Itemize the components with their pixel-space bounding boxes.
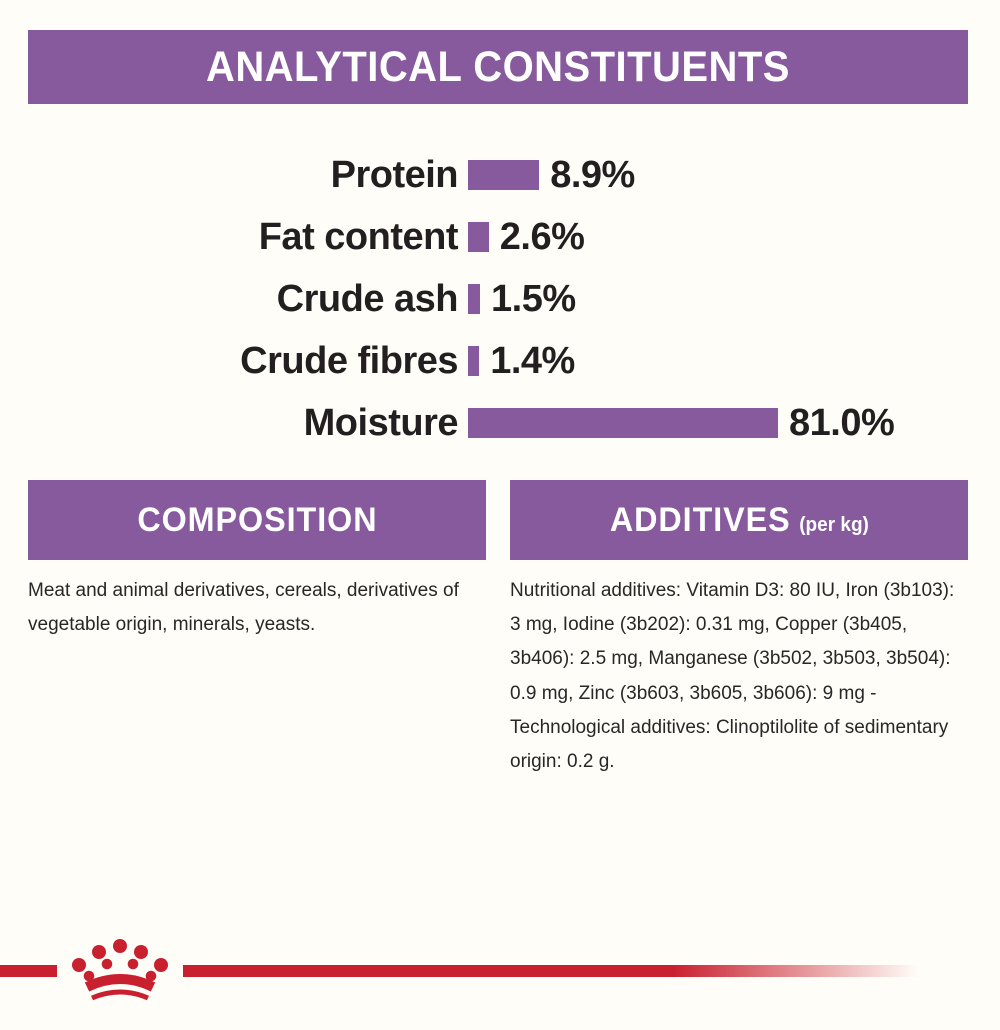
chart-bar xyxy=(468,222,489,252)
additives-title: ADDITIVES xyxy=(609,500,791,539)
composition-body: Meat and animal derivatives, cereals, de… xyxy=(28,580,459,636)
chart-bar xyxy=(468,160,540,190)
chart-bar xyxy=(468,346,480,376)
footer-rule-left xyxy=(0,965,57,977)
additives-header: ADDITIVES (per kg) xyxy=(510,480,968,560)
chart-value-label: 1.5% xyxy=(491,277,576,320)
chart-bar xyxy=(468,408,778,438)
info-sections: COMPOSITION Meat and animal derivatives,… xyxy=(28,480,968,779)
composition-header: COMPOSITION xyxy=(28,480,486,560)
analytical-constituents-header: ANALYTICAL CONSTITUENTS xyxy=(28,30,968,104)
additives-body: Nutritional additives: Vitamin D3: 80 IU… xyxy=(510,580,955,772)
chart-value-label: 8.9% xyxy=(550,153,635,196)
chart-category-label: Moisture xyxy=(303,401,459,444)
analytical-chart: Protein 8.9% Fat content 2.6% Crude ash 1.5% C… xyxy=(0,144,1000,454)
chart-bar xyxy=(468,284,480,314)
composition-title: COMPOSITION xyxy=(136,500,378,539)
chart-category-label: Fat content xyxy=(258,215,459,258)
royal-canin-crown-icon xyxy=(72,939,168,1001)
chart-category-label: Crude fibres xyxy=(240,339,458,382)
chart-value-label: 81.0% xyxy=(789,401,895,444)
chart-value-label: 2.6% xyxy=(499,215,585,258)
chart-value-label: 1.4% xyxy=(490,339,575,382)
chart-category-label: Crude ash xyxy=(276,277,459,320)
additives-title-group: ADDITIVES (per kg) xyxy=(609,501,868,540)
chart-row: Crude fibres 1.4% xyxy=(0,330,1000,392)
additives-section: ADDITIVES (per kg) Nutritional additives:… xyxy=(510,480,968,779)
footer-rule-right xyxy=(183,965,1000,977)
chart-row: Crude ash 1.5% xyxy=(0,268,1000,330)
composition-section: COMPOSITION Meat and animal derivatives,… xyxy=(28,480,486,779)
chart-row: Protein 8.9% xyxy=(0,144,1000,206)
analytical-constituents-title: ANALYTICAL CONSTITUENTS xyxy=(206,42,790,91)
additives-per-kg-label: (per kg) xyxy=(798,513,869,536)
chart-row: Fat content 2.6% xyxy=(0,206,1000,268)
chart-row: Moisture 81.0% xyxy=(0,392,1000,454)
royal-canin-logo xyxy=(57,939,183,1003)
footer xyxy=(0,937,1000,1005)
packaging-panel: ANALYTICAL CONSTITUENTS Protein 8.9% Fat c… xyxy=(0,30,1000,1001)
chart-category-label: Protein xyxy=(330,153,459,196)
